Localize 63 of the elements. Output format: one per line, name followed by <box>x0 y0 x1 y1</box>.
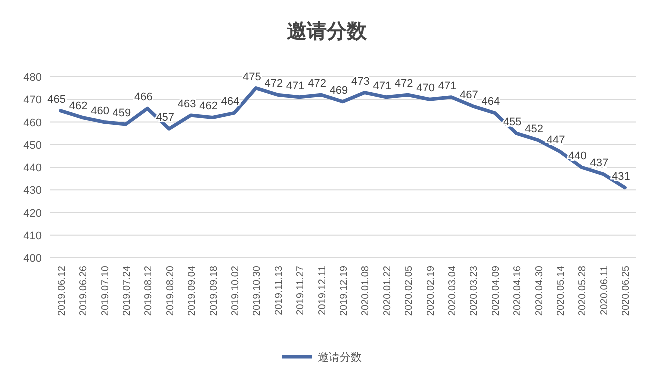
x-tick-label: 2020.06.11 <box>599 266 610 316</box>
x-tick-label: 2019.07.24 <box>122 266 133 316</box>
data-label: 437 <box>590 157 609 170</box>
data-label: 472 <box>308 78 326 90</box>
chart-title: 邀请分数 <box>287 21 368 43</box>
x-tick-label: 2020.05.14 <box>556 266 568 316</box>
x-tick-label: 2019.10.30 <box>252 266 264 316</box>
x-tick-label: 2020.02.05 <box>404 266 416 316</box>
x-tick-label: 2020.04.09 <box>490 266 502 316</box>
x-tick-label: 2019.09.18 <box>208 266 220 316</box>
x-tick-label: 2020.03.04 <box>448 266 459 316</box>
data-label: 447 <box>546 134 566 147</box>
x-tick-label: 2020.03.23 <box>469 266 480 316</box>
x-tick-label: 2019.08.20 <box>165 266 176 316</box>
data-label: 467 <box>460 89 478 102</box>
x-tick-label: 2020.05.28 <box>578 266 589 316</box>
data-label: 462 <box>200 100 218 113</box>
y-tick-label: 470 <box>24 94 42 107</box>
data-label: 463 <box>178 98 196 110</box>
data-label: 460 <box>91 105 110 118</box>
y-tick-label: 460 <box>24 117 42 130</box>
data-label: 431 <box>612 170 630 183</box>
data-label: 469 <box>330 84 348 97</box>
data-label: 459 <box>112 108 132 120</box>
data-label: 472 <box>264 78 284 90</box>
y-tick-label: 430 <box>24 185 42 198</box>
x-tick-label: 2019.12.11 <box>317 266 328 316</box>
y-tick-label: 440 <box>24 162 42 174</box>
x-tick-label: 2019.06.12 <box>56 266 68 316</box>
x-tick-label: 2020.04.16 <box>512 266 524 316</box>
legend-label: 邀请分数 <box>318 351 362 364</box>
data-label: 464 <box>482 96 500 108</box>
data-label: 464 <box>221 96 240 108</box>
x-tick-label: 2019.12.19 <box>339 266 350 316</box>
x-tick-label: 2019.10.02 <box>230 266 242 316</box>
x-tick-label: 2020.01.08 <box>360 266 372 316</box>
data-label: 466 <box>134 92 153 104</box>
data-label: 462 <box>69 100 88 113</box>
y-tick-label: 480 <box>24 72 42 84</box>
y-tick-label: 400 <box>24 253 42 265</box>
y-tick-label: 450 <box>24 140 42 152</box>
data-label: 471 <box>373 80 392 92</box>
y-tick-label: 410 <box>24 230 42 242</box>
x-tick-label: 2020.04.30 <box>534 266 546 316</box>
y-tick-label: 420 <box>24 208 42 220</box>
x-tick-label: 2020.06.25 <box>621 266 632 316</box>
x-tick-label: 2019.08.12 <box>144 266 155 316</box>
data-label: 452 <box>525 123 544 136</box>
x-tick-label: 2019.11.13 <box>274 266 285 316</box>
data-label: 471 <box>438 80 457 92</box>
data-label: 472 <box>394 78 414 90</box>
data-label: 475 <box>243 71 262 84</box>
x-tick-label: 2019.09.04 <box>187 266 198 316</box>
data-label: 470 <box>416 82 435 95</box>
x-tick-label: 2019.07.10 <box>100 266 112 316</box>
x-tick-label: 2019.06.26 <box>78 266 90 316</box>
x-tick-label: 2020.02.19 <box>426 266 437 316</box>
data-label: 473 <box>352 76 370 88</box>
x-tick-label: 2020.01.22 <box>382 266 394 316</box>
data-label: 440 <box>568 150 587 162</box>
data-label: 471 <box>286 80 305 92</box>
x-tick-label: 2019.11.27 <box>296 266 307 316</box>
data-label: 465 <box>48 94 66 106</box>
